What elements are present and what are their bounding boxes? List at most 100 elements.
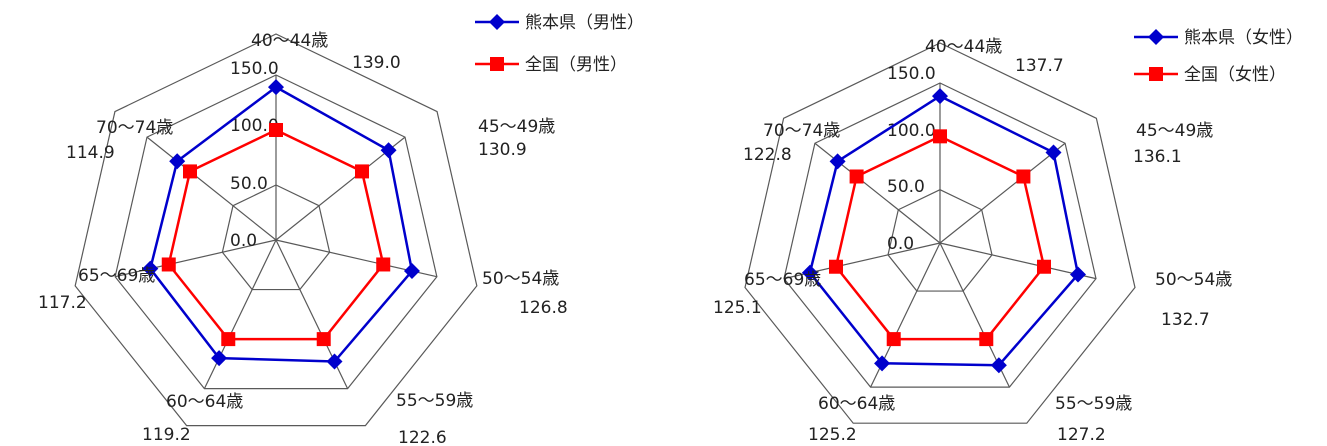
legend-label: 全国（男性） xyxy=(525,55,627,75)
radial-tick-label: 50.0 xyxy=(887,177,925,197)
category-label: 55～59歳 xyxy=(1055,394,1132,414)
data-label: 127.2 xyxy=(1057,425,1106,445)
plot-area-frame xyxy=(744,42,1136,424)
data-point xyxy=(326,353,343,370)
radial-tick-label: 0.0 xyxy=(887,234,914,254)
legend-label: 熊本県（女性） xyxy=(1184,28,1303,48)
data-point xyxy=(829,259,844,274)
data-point xyxy=(990,357,1007,374)
legend-marker xyxy=(1149,67,1163,81)
series-1 xyxy=(801,88,1086,374)
category-label: 60～64歳 xyxy=(166,392,243,412)
legend-marker xyxy=(490,57,504,71)
data-point xyxy=(874,355,891,372)
series-line xyxy=(167,128,385,341)
radial-tick-label: 150.0 xyxy=(887,64,936,84)
legend-label: 全国（女性） xyxy=(1184,65,1286,85)
spoke-5 xyxy=(203,239,277,389)
series-line xyxy=(148,85,414,363)
data-label: 130.9 xyxy=(478,140,527,160)
data-point xyxy=(933,129,947,144)
radial-tick-label: 150.0 xyxy=(230,59,279,79)
data-label: 126.8 xyxy=(519,298,568,318)
legend: 熊本県（女性） 全国（女性） xyxy=(1134,28,1303,85)
radial-tick-label: 0.0 xyxy=(230,231,257,251)
data-point xyxy=(211,350,228,367)
data-point xyxy=(403,263,420,280)
grid-ring-50 xyxy=(221,184,331,291)
spoke-6 xyxy=(115,239,277,278)
radar-chart-2: 0.0 50.0 100.0 150.0 40～44歳 45～49歳 50～54歳 55～59… xyxy=(713,28,1303,445)
data-point xyxy=(380,142,397,159)
legend-marker xyxy=(489,14,505,30)
category-label: 40～44歳 xyxy=(251,31,328,51)
data-point xyxy=(268,79,284,96)
category-label: 55～59歳 xyxy=(396,391,473,411)
data-point xyxy=(169,153,186,170)
radial-tick-label: 100.0 xyxy=(230,116,279,136)
data-point xyxy=(355,164,370,179)
spoke-3 xyxy=(939,242,1097,280)
data-label: 136.1 xyxy=(1133,147,1182,167)
data-point xyxy=(1045,144,1062,161)
data-label: 137.7 xyxy=(1015,56,1064,76)
plot-area-frame xyxy=(74,33,478,427)
series-line xyxy=(808,94,1080,367)
data-label: 119.2 xyxy=(142,425,191,445)
data-label: 139.0 xyxy=(352,53,401,73)
data-label: 114.9 xyxy=(66,143,115,163)
legend-item: 熊本県（男性） xyxy=(475,13,644,33)
data-point xyxy=(161,257,176,272)
spoke-2 xyxy=(939,142,1066,244)
category-label: 50～54歳 xyxy=(482,269,559,289)
spoke-2 xyxy=(275,136,406,241)
series-2 xyxy=(161,123,391,347)
data-point xyxy=(1069,266,1086,283)
radial-tick-label: 50.0 xyxy=(230,174,268,194)
data-point xyxy=(886,332,901,347)
data-point xyxy=(269,123,283,137)
data-label: 122.8 xyxy=(743,145,792,165)
data-label: 132.7 xyxy=(1161,310,1210,330)
data-label: 117.2 xyxy=(38,293,87,313)
category-label: 45～49歳 xyxy=(1136,121,1213,141)
legend-marker xyxy=(1148,29,1164,45)
category-label: 65～69歳 xyxy=(744,270,821,290)
data-point xyxy=(849,169,864,184)
category-label: 60～64歳 xyxy=(818,394,895,414)
category-label: 50～54歳 xyxy=(1155,270,1232,290)
grid-ring-150 xyxy=(114,74,438,390)
spoke-7 xyxy=(146,136,277,241)
data-point xyxy=(316,332,331,347)
category-label: 40～44歳 xyxy=(925,37,1002,57)
data-point xyxy=(376,257,391,272)
legend-item: 熊本県（女性） xyxy=(1134,28,1303,48)
data-point xyxy=(1016,169,1031,184)
series-1 xyxy=(142,79,420,370)
radar-chart-1: 0.0 50.0 100.0 150.0 40～44歳 45～49歳 50～54歳 55～59… xyxy=(38,13,644,446)
series-line xyxy=(834,134,1046,341)
category-label: 70～74歳 xyxy=(96,118,173,138)
grid-ring-50 xyxy=(887,189,993,292)
data-point xyxy=(182,164,197,179)
legend-label: 熊本県（男性） xyxy=(525,13,644,33)
data-label: 122.6 xyxy=(398,428,447,446)
data-point xyxy=(932,88,948,105)
legend: 熊本県（男性） 全国（男性） xyxy=(475,13,644,75)
data-point xyxy=(1036,259,1051,274)
legend-item: 全国（女性） xyxy=(1134,65,1286,85)
data-point xyxy=(221,332,236,347)
legend-item: 全国（男性） xyxy=(475,55,627,75)
category-label: 70～74歳 xyxy=(763,121,840,141)
data-label: 125.1 xyxy=(713,298,762,318)
grid-ring-150 xyxy=(783,82,1097,388)
category-label: 45～49歳 xyxy=(478,117,555,137)
data-label: 125.2 xyxy=(808,425,857,445)
series-2 xyxy=(829,129,1051,347)
radial-tick-label: 100.0 xyxy=(887,121,936,141)
data-point xyxy=(801,264,818,281)
data-point xyxy=(979,332,994,347)
category-label: 65～69歳 xyxy=(78,266,155,286)
data-point xyxy=(829,153,846,170)
